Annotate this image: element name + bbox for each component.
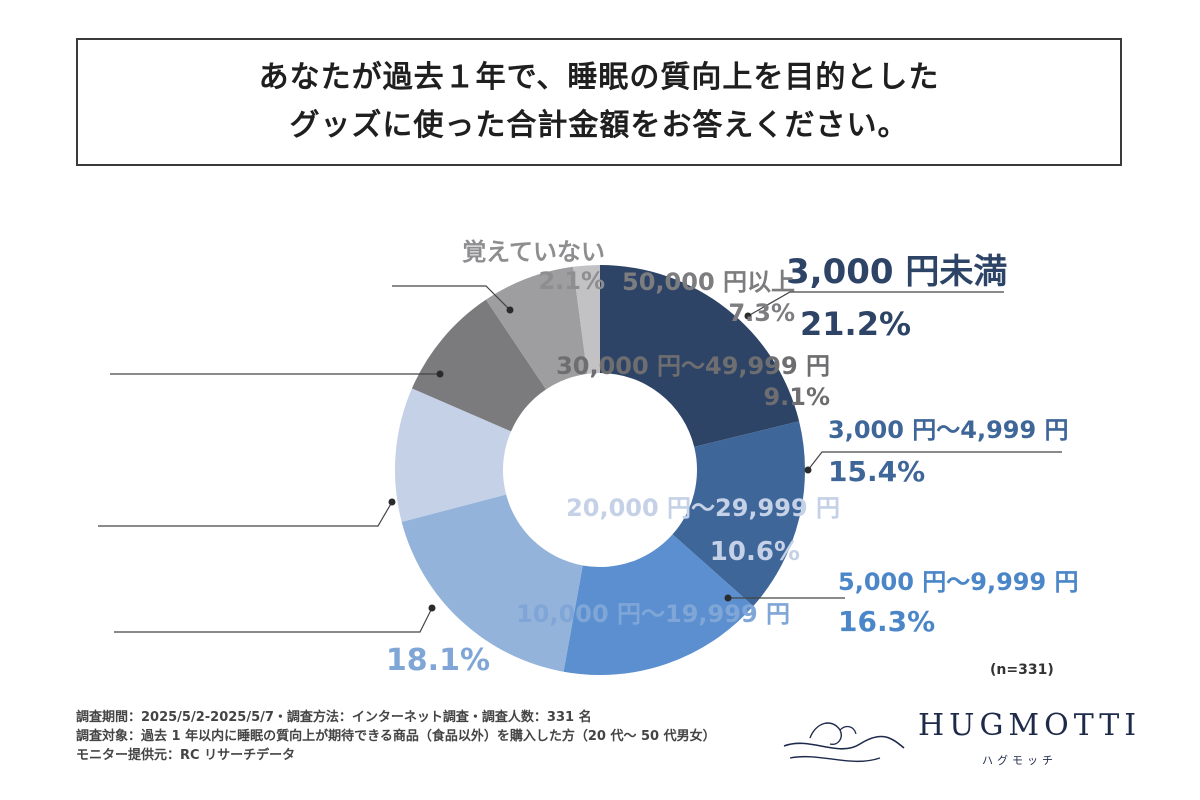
pie-slice: [485, 266, 588, 390]
leader-line: [807, 451, 1062, 471]
slice-value-label: 18.1%: [385, 643, 490, 678]
slice-value-label: 2.1%: [538, 267, 605, 295]
survey-footer: 調査期間：2025/5/2-2025/5/7・調査方法：インターネット調査・調査…: [76, 708, 716, 765]
sample-size-label: (n=331): [990, 662, 1054, 678]
slice-value-label: 15.4%: [828, 455, 926, 488]
pie-slice: [401, 494, 583, 672]
slice-category-label: 3,000 円〜4,999 円: [828, 416, 1069, 444]
slice-label: 20,000 円〜29,999 円 10.6%: [566, 488, 840, 567]
slice-label: 3,000 円未満 21.2%: [786, 244, 1007, 343]
leader-dot: [436, 370, 444, 378]
pie-slice: [672, 421, 805, 607]
slice-label: 10,000 円〜19,999 円 18.1%: [386, 594, 790, 678]
slice-value-label: 9.1%: [763, 383, 830, 411]
title-line-2: グッズに使った合計金額をお答えください。: [289, 108, 909, 143]
slice-value-label: 21.2%: [800, 305, 912, 343]
slice-value-label: 10.6%: [709, 537, 800, 567]
logo-mark-icon: [783, 722, 905, 762]
logo-subtitle: ハグモッチ: [982, 754, 1057, 767]
pie-slice: [563, 534, 754, 675]
pie-slice: [573, 265, 600, 374]
leader-dot: [428, 604, 436, 612]
pie-slice: [394, 388, 512, 522]
slice-category-label: 30,000 円〜49,999 円: [556, 352, 830, 380]
title-box: あなたが過去１年で、睡眠の質向上を目的とした グッズに使った合計金額をお答えくだ…: [76, 38, 1122, 166]
slice-label: 覚えていない 2.1%: [462, 232, 605, 295]
leader-line: [747, 291, 1004, 317]
title-line-1: あなたが過去１年で、睡眠の質向上を目的とした: [258, 60, 940, 95]
slice-label: 5,000 円〜9,999 円 16.3%: [838, 562, 1079, 638]
footer-line-target: 調査対象：過去 1 年以内に睡眠の質向上が期待できる商品（食品以外）を購入した方…: [76, 729, 716, 744]
slice-category-label: 3,000 円未満: [786, 252, 1008, 292]
hugmotti-logo: HUGMOTTI ハグモッチ: [780, 700, 1140, 780]
slice-value-label: 16.3%: [838, 605, 936, 638]
slice-category-label: 10,000 円〜19,999 円: [516, 600, 790, 628]
pie-slice: [411, 299, 547, 432]
leader-dot: [388, 498, 396, 506]
logo-wordmark: HUGMOTTI: [918, 708, 1142, 743]
slice-label: 3,000 円〜4,999 円 15.4%: [828, 410, 1069, 488]
leader-line: [98, 501, 393, 527]
slice-category-label: 20,000 円〜29,999 円: [566, 494, 840, 522]
slice-category-label: 50,000 円以上: [622, 268, 795, 296]
pie-slice: [600, 265, 800, 447]
footer-line-period: 調査期間：2025/5/2-2025/5/7・調査方法：インターネット調査・調査…: [76, 710, 592, 725]
slice-value-label: 7.3%: [728, 299, 795, 327]
leader-dot: [506, 306, 514, 314]
slice-category-label: 5,000 円〜9,999 円: [838, 568, 1079, 596]
leader-dot: [744, 312, 752, 320]
leader-dot: [724, 594, 732, 602]
footer-line-source: モニター提供元：RC リサーチデータ: [76, 748, 296, 763]
slice-label: 30,000 円〜49,999 円 9.1%: [556, 346, 830, 411]
slice-category-label: 覚えていない: [462, 238, 605, 266]
leader-dot: [804, 466, 812, 474]
leader-line: [114, 607, 433, 633]
leader-line: [392, 285, 511, 311]
slice-label: 50,000 円以上 7.3%: [622, 262, 795, 327]
